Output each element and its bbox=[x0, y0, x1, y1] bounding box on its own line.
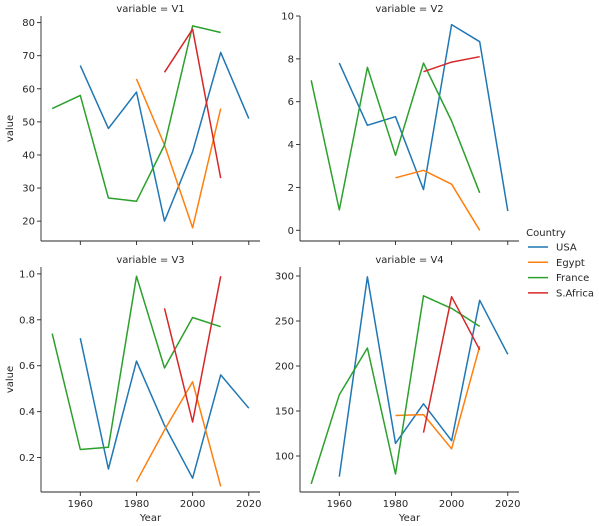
y-tick-label: 0.4 bbox=[19, 407, 35, 418]
panel-title: variable = V3 bbox=[116, 255, 184, 266]
x-tick-label: 1980 bbox=[124, 499, 149, 510]
legend: Country USA Egypt France S.Africa bbox=[526, 228, 594, 299]
series-line-egypt bbox=[395, 169, 481, 231]
series-line-usa bbox=[79, 338, 250, 479]
y-tick-label: 8 bbox=[288, 54, 294, 65]
series-line-usa bbox=[79, 51, 250, 222]
series-line-france bbox=[310, 295, 481, 485]
x-tick-label: 2020 bbox=[495, 499, 520, 510]
y-tick-label: 80 bbox=[22, 18, 35, 29]
series-line-egypt bbox=[395, 346, 481, 450]
y-tick-label: 250 bbox=[275, 317, 294, 328]
y-tick-label: 100 bbox=[275, 452, 294, 463]
y-axis-label: value bbox=[5, 115, 16, 142]
series-line-egypt bbox=[135, 78, 222, 229]
series-line-france bbox=[51, 25, 221, 203]
y-tick-label: 0.2 bbox=[19, 453, 35, 464]
y-tick-label: 50 bbox=[22, 117, 35, 128]
x-tick-label: 2020 bbox=[236, 499, 261, 510]
y-tick-label: 70 bbox=[22, 51, 35, 62]
x-tick-label: 1980 bbox=[383, 499, 408, 510]
series-line-france bbox=[310, 62, 481, 211]
x-tick-label: 2000 bbox=[180, 499, 205, 510]
series-line-usa bbox=[338, 276, 509, 477]
y-axis-label: value bbox=[5, 366, 16, 393]
legend-title: Country bbox=[526, 228, 566, 239]
series-line-usa bbox=[338, 23, 509, 212]
series-line-s-africa bbox=[163, 28, 222, 179]
x-tick-label: 1960 bbox=[68, 499, 93, 510]
series-line-s-africa bbox=[163, 276, 222, 423]
panel-title: variable = V2 bbox=[375, 4, 443, 15]
y-tick-label: 0 bbox=[288, 226, 294, 237]
y-tick-label: 200 bbox=[275, 362, 294, 373]
series-line-s-africa bbox=[423, 55, 480, 73]
y-tick-label: 6 bbox=[288, 97, 294, 108]
series-line-france bbox=[51, 275, 221, 451]
legend-label: USA bbox=[556, 243, 577, 254]
legend-label: S.Africa bbox=[556, 288, 594, 299]
y-tick-label: 40 bbox=[22, 150, 35, 161]
y-tick-label: 60 bbox=[22, 84, 35, 95]
series-line-egypt bbox=[135, 381, 222, 487]
y-tick-label: 0.8 bbox=[19, 315, 35, 326]
y-tick-label: 2 bbox=[288, 183, 294, 194]
panel-title: variable = V4 bbox=[375, 255, 443, 266]
series-line-s-africa bbox=[422, 295, 481, 433]
legend-label: France bbox=[556, 273, 589, 284]
panel-title: variable = V1 bbox=[116, 4, 184, 15]
x-tick-label: 2000 bbox=[439, 499, 464, 510]
y-tick-label: 10 bbox=[281, 12, 294, 23]
x-tick-label: 1960 bbox=[327, 499, 352, 510]
panel-1: variable = V1 20 30 40 50 60 70 80 value bbox=[5, 4, 260, 245]
y-tick-label: 0.6 bbox=[19, 361, 35, 372]
legend-label: Egypt bbox=[556, 258, 585, 269]
x-axis-label: Year bbox=[398, 513, 421, 524]
panel-2: variable = V2 0 2 4 6 8 10 bbox=[281, 4, 519, 245]
panel-4: variable = V4 100 150 200 250 300 1960 1980 2000… bbox=[275, 255, 521, 524]
x-axis-label: Year bbox=[139, 513, 162, 524]
panel-3: variable = V3 0.2 0.4 0.6 0.8 1.0 1960 1980 2000… bbox=[5, 255, 261, 524]
y-tick-label: 30 bbox=[22, 184, 35, 195]
y-tick-label: 300 bbox=[275, 272, 294, 283]
y-tick-label: 20 bbox=[22, 217, 35, 228]
y-tick-label: 4 bbox=[288, 140, 294, 151]
y-tick-label: 150 bbox=[275, 407, 294, 418]
y-tick-label: 1.0 bbox=[19, 269, 35, 280]
